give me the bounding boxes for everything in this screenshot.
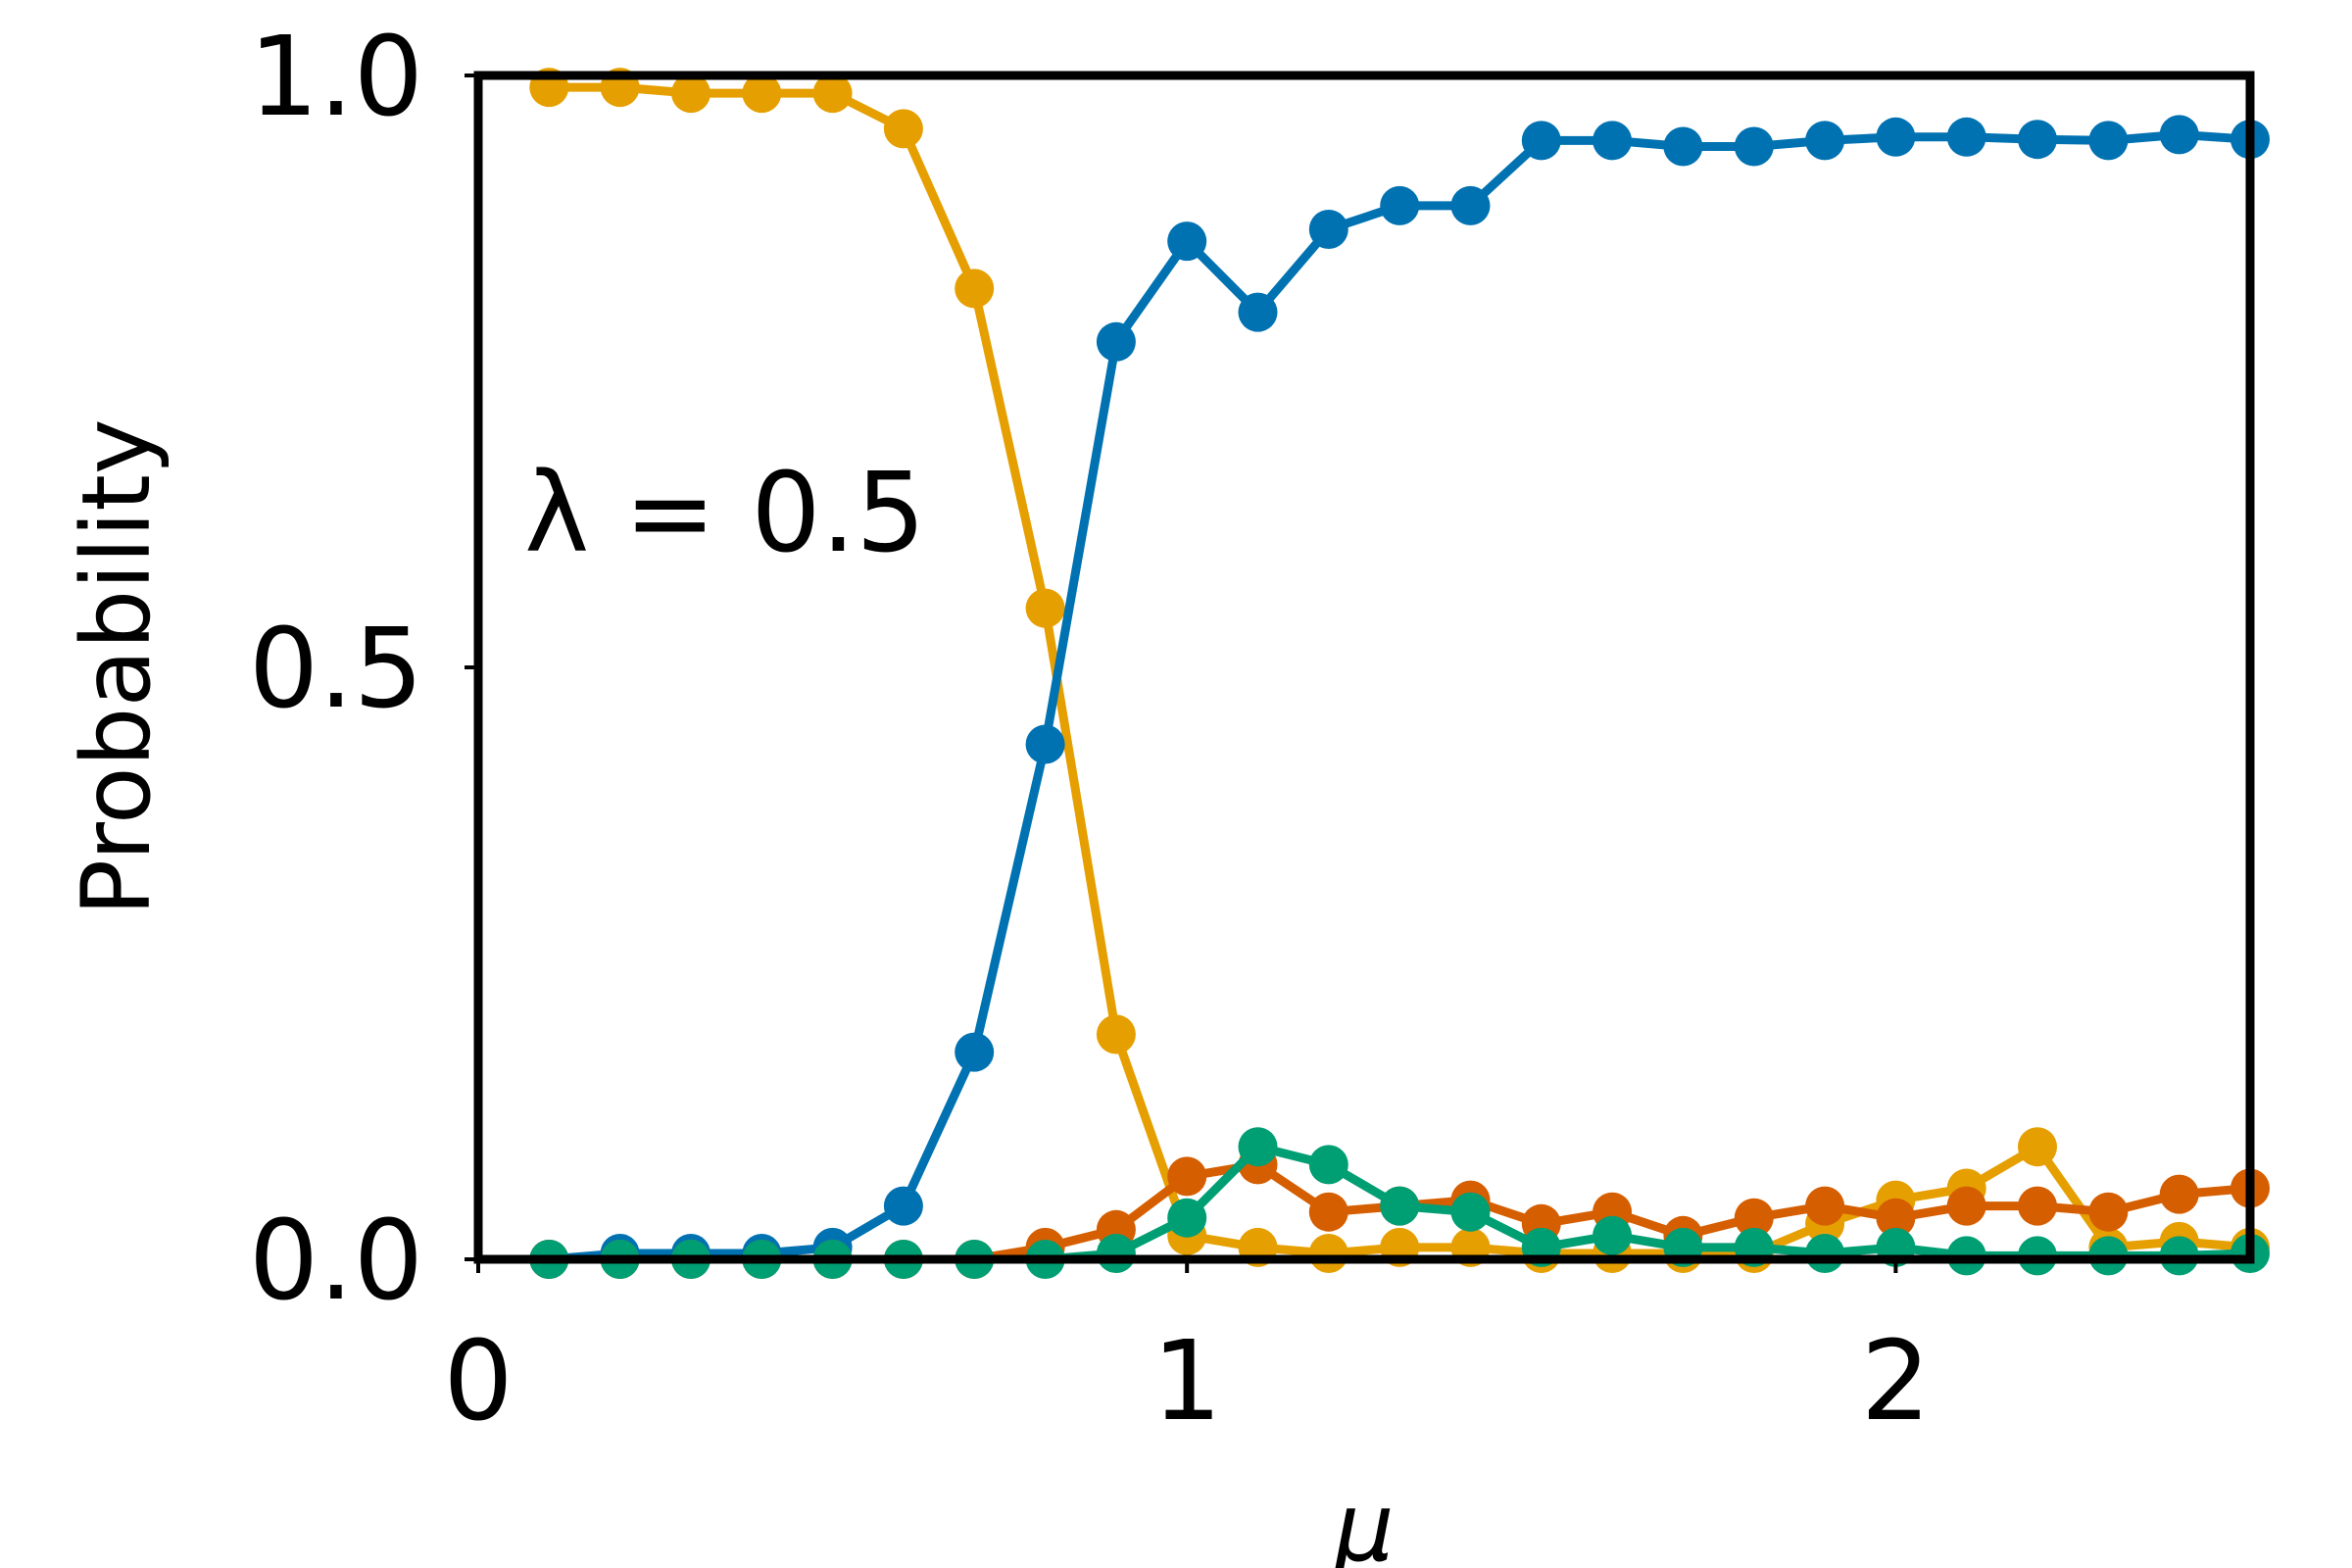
axis-ticks: 0 1 2 0.0 0.5 1.0 xyxy=(249,14,1931,1446)
series-0-point-8 xyxy=(1096,1014,1136,1054)
series-1-point-7 xyxy=(1025,724,1065,764)
series-1-point-23 xyxy=(2159,115,2199,155)
series-1-point-19 xyxy=(1876,117,1916,157)
series-0-point-21 xyxy=(2018,1127,2057,1167)
series-2-point-20 xyxy=(1946,1186,1986,1226)
series-3-point-12 xyxy=(1380,1186,1420,1226)
series-0 xyxy=(529,68,2270,1273)
series-2-point-19 xyxy=(1876,1198,1916,1238)
series-1-point-21 xyxy=(2018,120,2057,160)
series-0-point-3 xyxy=(742,74,782,114)
series-1-point-22 xyxy=(2088,121,2129,161)
y-tick-label-0: 0.0 xyxy=(249,1198,423,1325)
series-1-point-9 xyxy=(1167,221,1207,262)
y-tick-label-2: 1.0 xyxy=(249,14,423,141)
series-0-point-5 xyxy=(883,109,923,149)
series-1-point-5 xyxy=(883,1186,923,1226)
series-1-line xyxy=(548,129,2251,1264)
x-tick-label-0: 0 xyxy=(443,1318,513,1446)
series-2-point-21 xyxy=(2018,1186,2057,1226)
series-2-point-23 xyxy=(2159,1174,2199,1214)
series-1-point-18 xyxy=(1805,121,1845,161)
plot-frame xyxy=(473,71,2255,1264)
series-3-point-8 xyxy=(1096,1234,1136,1273)
series-0-point-4 xyxy=(812,74,853,114)
series-1-point-12 xyxy=(1380,185,1420,225)
series-1-point-10 xyxy=(1238,292,1278,332)
series-1-point-15 xyxy=(1592,121,1633,161)
series-1-point-11 xyxy=(1308,210,1348,249)
x-tick-label-2: 2 xyxy=(1861,1318,1931,1446)
series-1-point-17 xyxy=(1734,126,1774,167)
series-1-point-13 xyxy=(1450,185,1491,225)
series-0-line xyxy=(549,82,2251,1258)
series-2-point-22 xyxy=(2088,1192,2129,1232)
series-2-point-18 xyxy=(1805,1186,1845,1226)
series-0-point-11 xyxy=(1308,1234,1348,1273)
series-1 xyxy=(529,115,2270,1279)
series-0-point-6 xyxy=(955,269,995,309)
series-1-point-20 xyxy=(1946,117,1986,157)
series-1-point-8 xyxy=(1096,321,1136,362)
series-3-point-15 xyxy=(1592,1215,1633,1255)
series-3-point-11 xyxy=(1308,1145,1348,1185)
series-1-point-14 xyxy=(1521,121,1561,161)
series-2-point-11 xyxy=(1308,1192,1348,1232)
series-3-point-13 xyxy=(1450,1192,1491,1232)
series-3-point-10 xyxy=(1238,1127,1278,1167)
series-0-point-7 xyxy=(1025,588,1065,628)
series-2-point-17 xyxy=(1734,1198,1774,1238)
series-1-point-16 xyxy=(1663,126,1703,167)
x-tick-label-1: 1 xyxy=(1152,1318,1222,1446)
series-3-point-9 xyxy=(1167,1198,1207,1238)
plot-series xyxy=(529,68,2270,1279)
series-1-point-6 xyxy=(955,1032,995,1072)
series-0-point-2 xyxy=(671,74,710,114)
series-2-point-9 xyxy=(1167,1156,1207,1197)
y-axis-label: Probability xyxy=(62,418,172,915)
x-axis-label: μ xyxy=(1332,1473,1394,1568)
y-tick-label-1: 0.5 xyxy=(249,606,423,733)
lambda-annotation: λ = 0.5 xyxy=(524,450,925,577)
series-3-point-18 xyxy=(1805,1234,1845,1273)
